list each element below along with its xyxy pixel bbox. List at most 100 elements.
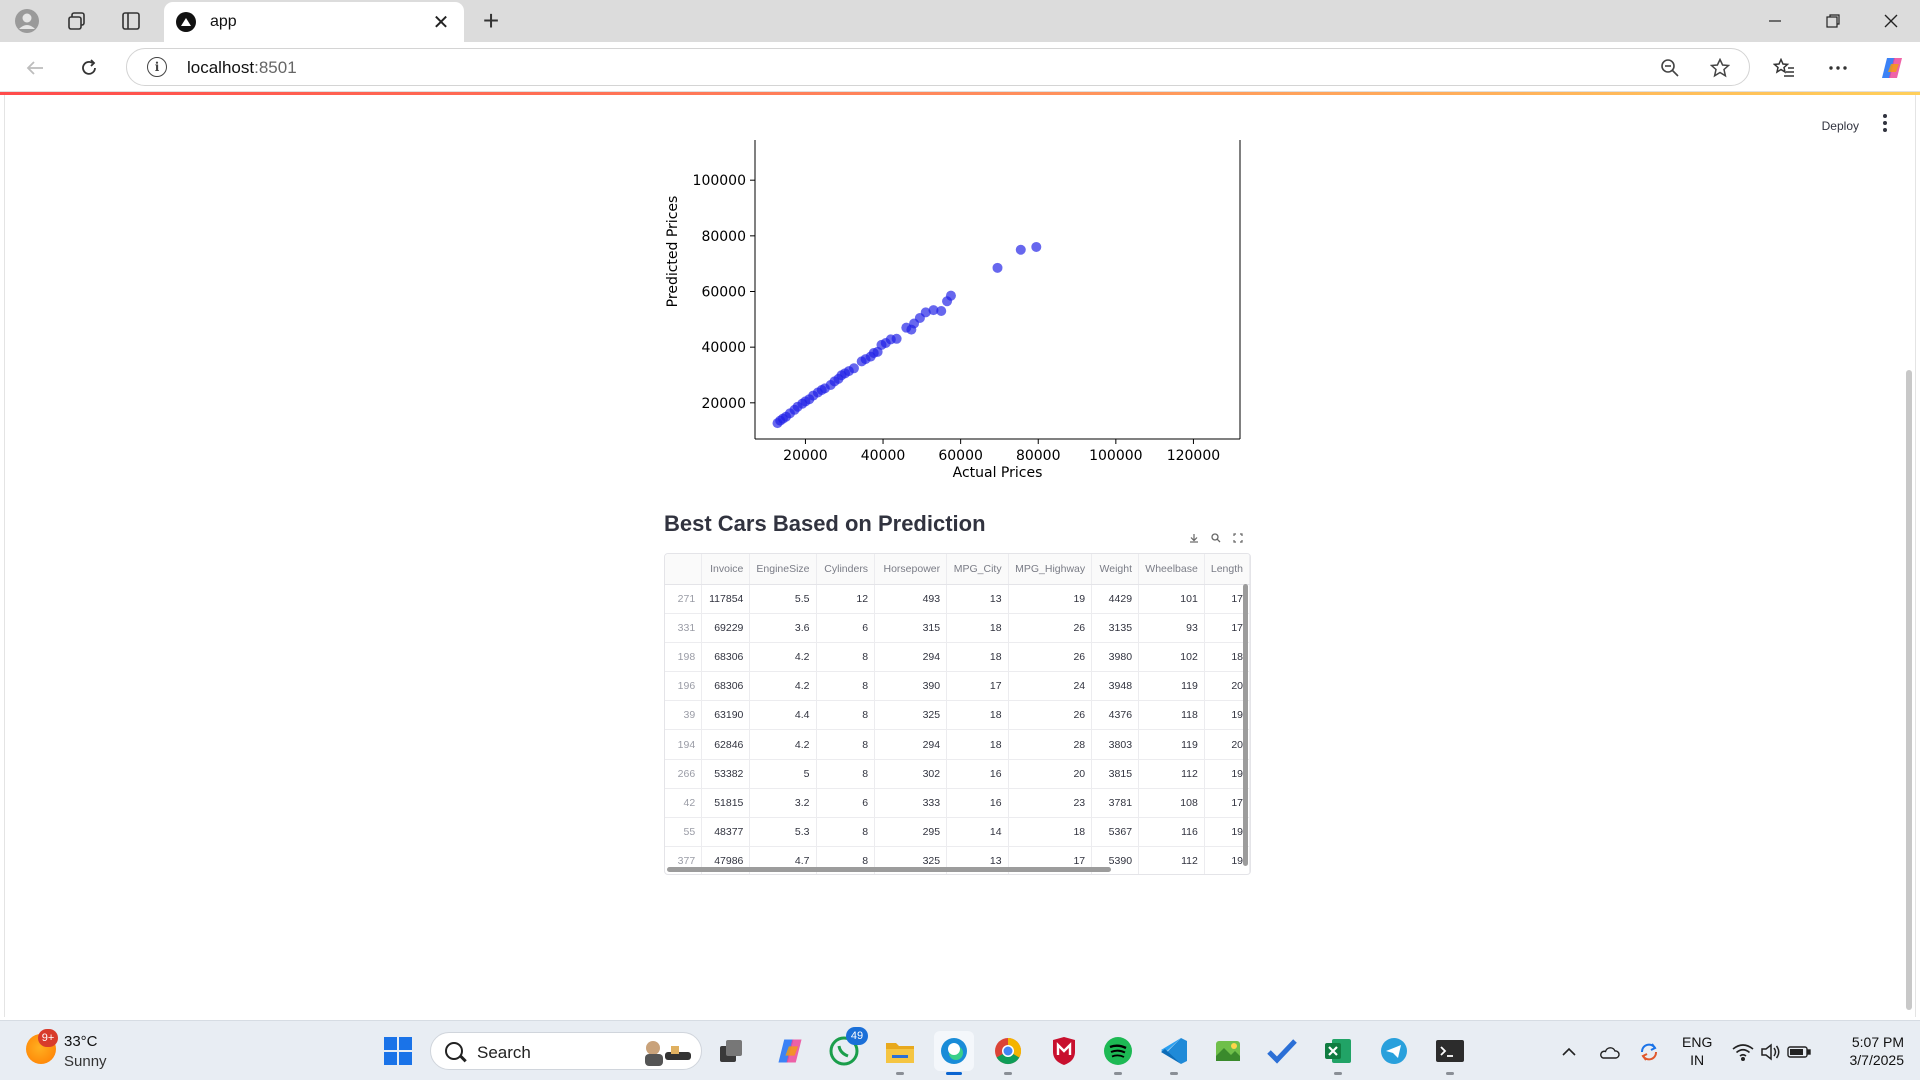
table-cell[interactable]: 26 [1008, 613, 1093, 643]
sync-icon[interactable] [1636, 1039, 1662, 1065]
task-view-icon[interactable] [712, 1031, 752, 1071]
table-cell[interactable]: 14 [946, 817, 1009, 848]
table-cell[interactable]: 6 [816, 613, 876, 643]
table-cell[interactable]: 19 [1204, 846, 1250, 874]
table-cell[interactable]: 18 [946, 729, 1009, 760]
table-cell[interactable]: 19 [1204, 759, 1250, 789]
table-cell[interactable]: 3781 [1091, 788, 1140, 819]
table-cell[interactable]: 48377 [701, 817, 751, 848]
favorites-icon[interactable] [1768, 52, 1800, 84]
table-cell[interactable]: 26 [1008, 700, 1093, 731]
table-cell[interactable]: 5367 [1091, 817, 1140, 848]
copilot-icon[interactable] [1876, 52, 1908, 84]
table-row[interactable]: 194 62846 4.2 8 294 18 28 3803 119 20 [665, 729, 1250, 760]
row-index-cell[interactable]: 196 [665, 671, 703, 702]
data-table[interactable]: Invoice EngineSize Cylinders Horsepower MPG_… [664, 553, 1251, 875]
address-bar[interactable]: i localhost:8501 [126, 48, 1750, 86]
favorite-star-icon[interactable] [1707, 55, 1733, 81]
new-tab-icon[interactable]: + [482, 5, 500, 36]
table-cell[interactable]: 17 [1204, 613, 1250, 643]
table-cell[interactable]: 8 [816, 759, 876, 789]
table-cell[interactable]: 493 [874, 584, 948, 614]
row-index-cell[interactable]: 331 [665, 613, 703, 643]
start-windows-icon[interactable] [378, 1031, 418, 1071]
todo-check-icon[interactable] [1262, 1031, 1302, 1071]
table-cell[interactable]: 302 [874, 759, 948, 789]
row-index-cell[interactable]: 55 [665, 817, 703, 848]
mcafee-icon[interactable] [1044, 1031, 1084, 1071]
onedrive-cloud-icon[interactable] [1596, 1039, 1622, 1065]
terminal-icon[interactable] [1430, 1031, 1470, 1075]
table-cell[interactable]: 20 [1204, 729, 1250, 760]
table-cell[interactable]: 63190 [701, 700, 751, 731]
tab-actions-icon[interactable] [116, 6, 146, 36]
table-cell[interactable]: 18 [946, 642, 1009, 673]
browser-tab-active[interactable]: app ✕ [164, 2, 464, 42]
table-header-cell[interactable]: MPG_City [946, 554, 1009, 585]
table-cell[interactable]: 26 [1008, 642, 1093, 673]
table-header-cell[interactable]: EngineSize [749, 554, 817, 585]
reload-icon[interactable] [72, 51, 106, 85]
table-cell[interactable]: 51815 [701, 788, 751, 819]
system-clock[interactable]: 5:07 PM 3/7/2025 [1830, 1033, 1905, 1069]
table-cell[interactable]: 4376 [1091, 700, 1140, 731]
table-cell[interactable]: 16 [946, 759, 1009, 789]
table-cell[interactable]: 325 [874, 700, 948, 731]
weather-temp[interactable]: 33°C [64, 1033, 98, 1050]
table-cell[interactable]: 8 [816, 671, 876, 702]
table-cell[interactable]: 68306 [701, 642, 751, 673]
row-index-cell[interactable]: 271 [665, 584, 703, 614]
weather-desc[interactable]: Sunny [64, 1053, 107, 1070]
table-row[interactable]: 196 68306 4.2 8 390 17 24 3948 119 20 [665, 671, 1250, 702]
table-cell[interactable]: 3135 [1091, 613, 1140, 643]
main-menu-icon[interactable] [1877, 113, 1893, 133]
table-row[interactable]: 198 68306 4.2 8 294 18 26 3980 102 18 [665, 642, 1250, 673]
back-icon[interactable] [18, 51, 52, 85]
download-icon[interactable] [1186, 530, 1202, 546]
table-cell[interactable]: 8 [816, 817, 876, 848]
excel-icon[interactable] [1318, 1031, 1358, 1075]
table-cell[interactable]: 8 [816, 700, 876, 731]
table-cell[interactable]: 4.2 [749, 671, 817, 702]
tray-overflow-chevron-icon[interactable] [1556, 1039, 1582, 1065]
close-window-icon[interactable] [1868, 4, 1914, 38]
page-scrollbar[interactable] [1906, 370, 1912, 1010]
battery-icon[interactable] [1786, 1039, 1812, 1065]
zoom-out-icon[interactable] [1657, 55, 1683, 81]
table-cell[interactable]: 119 [1138, 671, 1205, 702]
table-cell[interactable]: 294 [874, 642, 948, 673]
table-cell[interactable]: 5 [749, 759, 817, 789]
row-index-cell[interactable]: 42 [665, 788, 703, 819]
copilot-app-icon[interactable] [770, 1031, 810, 1071]
minimize-icon[interactable] [1752, 4, 1798, 38]
table-header-cell[interactable]: Horsepower [874, 554, 948, 585]
table-cell[interactable]: 119 [1138, 729, 1205, 760]
table-row[interactable]: 39 63190 4.4 8 325 18 26 4376 118 19 [665, 700, 1250, 731]
table-header-cell[interactable]: Weight [1091, 554, 1140, 585]
table-row[interactable]: 42 51815 3.2 6 333 16 23 3781 108 17 [665, 788, 1250, 819]
wifi-icon[interactable] [1730, 1039, 1756, 1065]
edge-icon[interactable] [934, 1031, 974, 1075]
language-indicator[interactable]: ENG IN [1682, 1033, 1712, 1069]
table-row[interactable]: 55 48377 5.3 8 295 14 18 5367 116 19 [665, 817, 1250, 848]
table-cell[interactable]: 101 [1138, 584, 1205, 614]
row-index-cell[interactable]: 198 [665, 642, 703, 673]
table-cell[interactable]: 3815 [1091, 759, 1140, 789]
table-cell[interactable]: 6 [816, 788, 876, 819]
tab-close-icon[interactable]: ✕ [432, 11, 450, 34]
more-options-icon[interactable] [1822, 52, 1854, 84]
spotify-icon[interactable] [1098, 1031, 1138, 1075]
table-cell[interactable]: 294 [874, 729, 948, 760]
url-text[interactable]: localhost:8501 [187, 58, 297, 78]
site-info-icon[interactable]: i [147, 57, 167, 77]
table-header-index[interactable] [665, 554, 703, 585]
row-index-cell[interactable]: 194 [665, 729, 703, 760]
table-cell[interactable]: 28 [1008, 729, 1093, 760]
table-cell[interactable]: 8 [816, 729, 876, 760]
photos-app-icon[interactable] [1208, 1031, 1248, 1071]
table-header-cell[interactable]: Invoice [701, 554, 751, 585]
table-cell[interactable]: 5.5 [749, 584, 817, 614]
fullscreen-icon[interactable] [1230, 530, 1246, 546]
table-cell[interactable]: 390 [874, 671, 948, 702]
table-cell[interactable]: 19 [1204, 700, 1250, 731]
